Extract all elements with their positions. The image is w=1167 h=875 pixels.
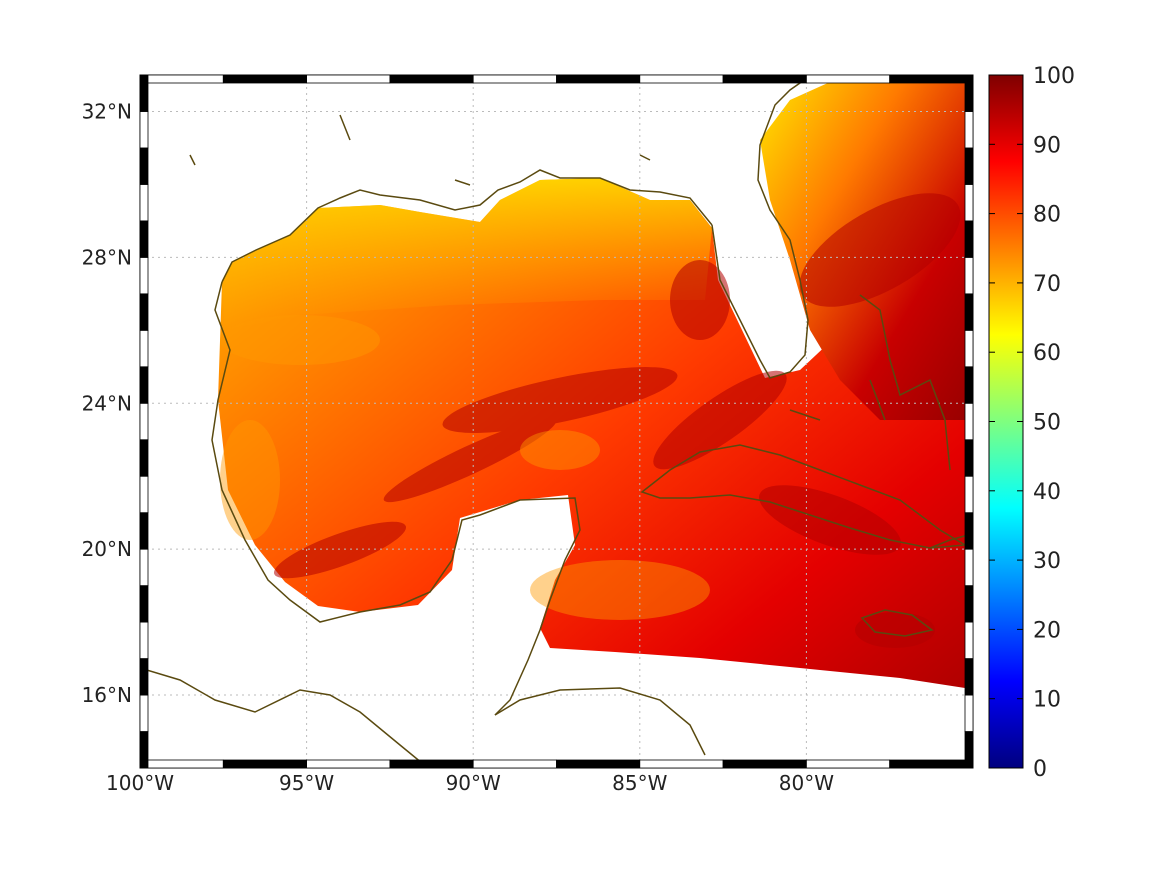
frame-right-seg-17 [964, 111, 974, 149]
frame-left-seg-11 [139, 329, 149, 368]
colorbar-tick-label: 0 [1033, 757, 1047, 782]
lat-tick-label: 32°N [82, 99, 132, 123]
frame-right-seg-3 [964, 621, 974, 659]
map-frame [139, 74, 974, 769]
frame-bottom-seg-3 [389, 759, 474, 769]
frame-left-seg-7 [139, 475, 149, 514]
coastlines [140, 75, 969, 768]
frame-right-seg-7 [964, 475, 974, 514]
frame-top-seg-7 [722, 74, 807, 84]
frame-top-seg-2 [306, 74, 391, 84]
frame-bottom-seg-6 [639, 759, 724, 769]
frame-bottom-seg-0 [139, 759, 224, 769]
colorbar-tick-label: 70 [1033, 272, 1061, 297]
frame-bottom-seg-7 [722, 759, 807, 769]
us-gulf-coast [140, 667, 429, 768]
frame-left-seg-17 [139, 111, 149, 149]
lat-tick-label: 16°N [82, 683, 132, 707]
frame-left-seg-1 [139, 694, 149, 732]
frame-right-seg-5 [964, 548, 974, 587]
frame-right-seg-12 [964, 293, 974, 331]
colorbar-tick-label: 90 [1033, 133, 1061, 158]
colorbar: 0 10 20 30 40 50 60 70 80 90 100 [988, 64, 1075, 782]
frame-bottom-seg-1 [222, 759, 308, 769]
frame-right-seg-11 [964, 329, 974, 368]
frame-left-seg-2 [139, 658, 149, 696]
frame-right-seg-13 [964, 256, 974, 295]
frame-left-seg-15 [139, 184, 149, 222]
colorbar-tick-label: 80 [1033, 203, 1061, 228]
frame-top-seg-1 [222, 74, 308, 84]
frame-bottom-seg-9 [889, 759, 974, 769]
jamaica-coast [860, 609, 934, 637]
frame-top-seg-3 [389, 74, 474, 84]
latitude-labels: 16°N 20°N 24°N 28°N 32°N [82, 99, 132, 707]
frame-left-seg-4 [139, 585, 149, 623]
frame-right-seg-1 [964, 694, 974, 732]
frame-left-seg-13 [139, 256, 149, 295]
longitude-labels: 100°W 95°W 90°W 85°W 80°W [106, 771, 834, 795]
frame-top-seg-4 [472, 74, 557, 84]
colorbar-tick-label: 100 [1033, 64, 1075, 89]
colorbar-tick-label: 20 [1033, 618, 1061, 643]
frame-top-seg-0 [139, 74, 224, 84]
lon-tick-label: 80°W [779, 771, 834, 795]
frame-top-seg-8 [806, 74, 891, 84]
mexico-gulf-coast [221, 169, 713, 283]
gulf-islands [189, 114, 651, 186]
frame-bottom-seg-4 [472, 759, 557, 769]
frame-left-seg-18 [139, 74, 149, 112]
frame-left-seg-0 [139, 731, 149, 769]
frame-bottom-seg-8 [806, 759, 891, 769]
lon-tick-label: 90°W [446, 771, 501, 795]
florida-coast [711, 75, 811, 379]
lat-tick-label: 24°N [82, 391, 132, 415]
frame-left-seg-10 [139, 366, 149, 404]
colorbar-tick-label: 50 [1033, 411, 1061, 436]
lon-tick-label: 85°W [612, 771, 667, 795]
frame-right-seg-8 [964, 439, 974, 477]
frame-left-seg-5 [139, 548, 149, 587]
frame-right-seg-16 [964, 147, 974, 185]
frame-right-seg-10 [964, 366, 974, 404]
lon-tick-label: 100°W [106, 771, 174, 795]
frame-left-seg-6 [139, 512, 149, 550]
frame-right-seg-14 [964, 220, 974, 258]
frame-right-seg-6 [964, 512, 974, 550]
frame-bottom-seg-2 [306, 759, 391, 769]
texas-mexico-coast [211, 281, 581, 716]
frame-left-seg-9 [139, 402, 149, 441]
lat-tick-label: 28°N [82, 245, 132, 269]
frame-right-seg-9 [964, 402, 974, 441]
frame-top-seg-9 [889, 74, 974, 84]
frame-left-seg-3 [139, 621, 149, 659]
frame-left-seg-14 [139, 220, 149, 258]
frame-right-seg-18 [964, 74, 974, 112]
frame-right-seg-15 [964, 184, 974, 222]
yucatan-east-coast [494, 687, 706, 756]
colorbar-tick-label: 40 [1033, 480, 1061, 505]
lon-tick-label: 95°W [279, 771, 334, 795]
colorbar-tick-label: 60 [1033, 341, 1061, 366]
frame-top-seg-5 [556, 74, 641, 84]
frame-bottom-seg-5 [556, 759, 641, 769]
colorbar-tick-label: 10 [1033, 688, 1061, 713]
data-field [218, 82, 965, 688]
frame-left-seg-8 [139, 439, 149, 477]
frame-left-seg-12 [139, 293, 149, 331]
frame-top-seg-6 [639, 74, 724, 84]
hispaniola-coast [929, 534, 969, 549]
frame-left-seg-16 [139, 147, 149, 185]
colorbar-tick-label: 30 [1033, 549, 1061, 574]
frame-right-seg-2 [964, 658, 974, 696]
frame-right-seg-4 [964, 585, 974, 623]
lat-tick-label: 20°N [82, 537, 132, 561]
bahamas-coast [789, 294, 951, 471]
colorbar-ticks: 0 10 20 30 40 50 60 70 80 90 100 [989, 64, 1075, 782]
frame-right-seg-0 [964, 731, 974, 769]
